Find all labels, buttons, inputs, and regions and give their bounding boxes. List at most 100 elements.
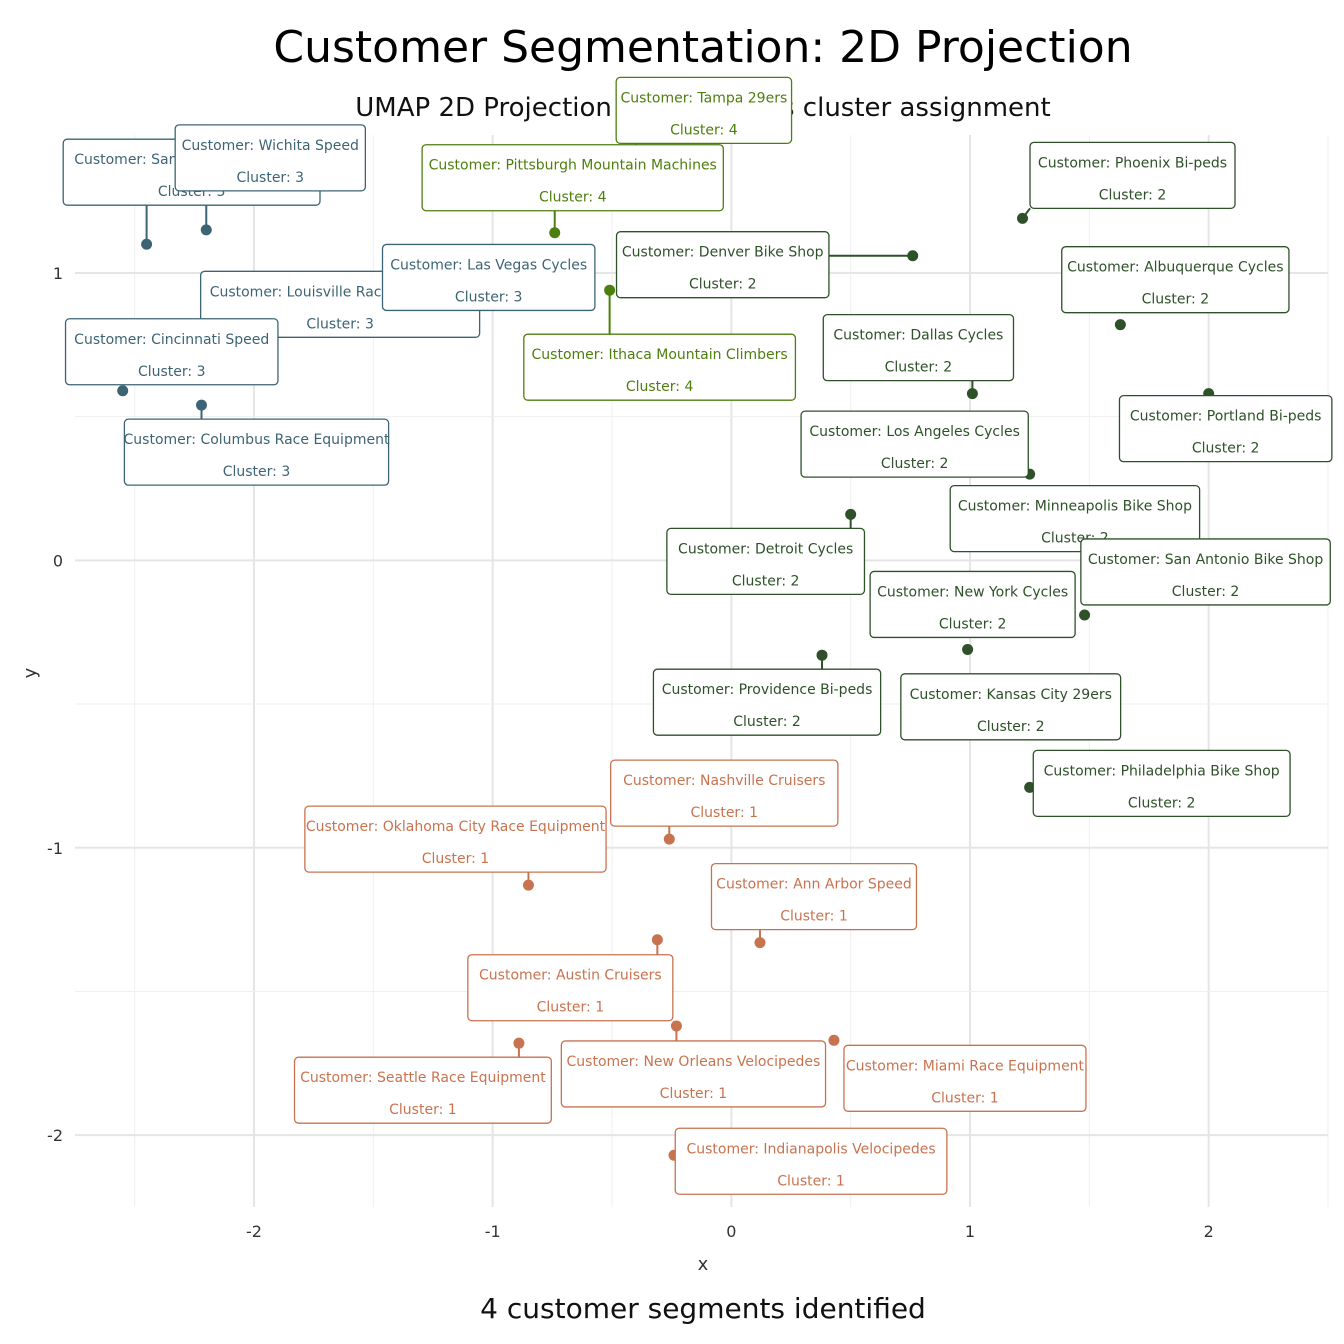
label-box bbox=[615, 231, 830, 299]
label-cluster-text: Cluster: 1 bbox=[389, 1102, 457, 1118]
label-cluster-text: Cluster: 1 bbox=[422, 851, 490, 867]
label-box bbox=[843, 1044, 1087, 1112]
label-customer-text: Customer: Albuquerque Cycles bbox=[1067, 260, 1283, 276]
scatter-point bbox=[663, 833, 675, 845]
x-tick-label: 1 bbox=[965, 1222, 975, 1241]
label-cluster-text: Cluster: 3 bbox=[223, 464, 291, 480]
label-customer-text: Customer: New York Cycles bbox=[877, 584, 1068, 600]
scatter-point bbox=[1017, 212, 1029, 224]
label-cluster-text: Cluster: 2 bbox=[1172, 584, 1240, 600]
label-box bbox=[674, 1127, 948, 1195]
label-box bbox=[1029, 141, 1236, 209]
point-label: Customer: Oklahoma City Race Equipment Cl… bbox=[304, 805, 607, 873]
label-customer-text: Customer: Denver Bike Shop bbox=[622, 245, 824, 261]
point-label: Customer: Tampa 29ers Cluster: 4 bbox=[615, 76, 793, 145]
label-cluster-text: Cluster: 3 bbox=[306, 316, 374, 332]
y-axis-label: y bbox=[20, 667, 41, 678]
label-box bbox=[421, 144, 724, 212]
scatter-point bbox=[845, 508, 857, 520]
label-box bbox=[1032, 749, 1291, 818]
label-cluster-text: Cluster: 4 bbox=[670, 122, 738, 138]
y-tick-label: -2 bbox=[47, 1126, 63, 1145]
point-label: Customer: Austin Cruisers Cluster: 1 bbox=[467, 954, 674, 1022]
point-label: Customer: Providence Bi-peds Cluster: 2 bbox=[652, 668, 882, 736]
label-customer-text: Customer: Providence Bi-peds bbox=[662, 682, 873, 698]
label-cluster-text: Cluster: 2 bbox=[1192, 441, 1260, 457]
label-cluster-text: Cluster: 2 bbox=[885, 360, 953, 376]
point-label: Customer: Las Vegas Cycles Cluster: 3 bbox=[381, 243, 596, 312]
label-box bbox=[381, 243, 596, 312]
label-box bbox=[1118, 395, 1333, 463]
scatter-point bbox=[195, 399, 207, 411]
label-customer-text: Customer: New Orleans Velocipedes bbox=[567, 1054, 821, 1070]
label-customer-text: Customer: Dallas Cycles bbox=[833, 328, 1003, 344]
point-label: Customer: Wichita Speed Cluster: 3 bbox=[174, 124, 367, 192]
point-label: Customer: Minneapolis Bike ShopCluster: … bbox=[949, 484, 1201, 553]
label-box bbox=[523, 333, 797, 401]
point-label: Customer: Nashville Cruisers Cluster: 1 bbox=[610, 759, 839, 827]
label-box bbox=[64, 318, 279, 386]
label-cluster-text: Cluster: 2 bbox=[1128, 795, 1196, 811]
label-cluster-text: Cluster: 1 bbox=[777, 1173, 845, 1189]
label-customer-text: Customer: Las Vegas Cycles bbox=[390, 257, 587, 273]
point-label: Customer: Los Angeles Cycles Cluster: 2 bbox=[800, 410, 1029, 478]
label-customer-text: Customer: Indianapolis Velocipedes bbox=[686, 1141, 935, 1157]
label-cluster-text: Cluster: 2 bbox=[1142, 292, 1210, 308]
point-label: Customer: Philadelphia Bike Shop Cluster:… bbox=[1032, 749, 1291, 818]
label-customer-text: Customer: Kansas City 29ers bbox=[910, 687, 1112, 703]
label-cluster-text: Cluster: 1 bbox=[660, 1086, 728, 1102]
x-axis-label: x bbox=[698, 1254, 709, 1275]
scatter-point bbox=[651, 934, 663, 946]
x-tick-label: 0 bbox=[726, 1222, 736, 1241]
label-box bbox=[869, 570, 1076, 639]
label-box bbox=[560, 1040, 827, 1108]
label-customer-text: Customer: Los Angeles Cycles bbox=[809, 424, 1020, 440]
label-cluster-text: Cluster: 1 bbox=[931, 1090, 999, 1106]
scatter-point bbox=[670, 1020, 682, 1032]
scatter-point bbox=[828, 1034, 840, 1046]
scatter-point bbox=[1079, 609, 1091, 621]
label-box bbox=[1061, 246, 1290, 314]
scatter-point bbox=[966, 388, 978, 400]
scatter-point bbox=[1024, 781, 1036, 793]
chart-title: Customer Segmentation: 2D Projection bbox=[273, 22, 1132, 73]
point-label: Customer: San Antonio Bike Shop Cluster: … bbox=[1080, 538, 1331, 606]
scatter-point bbox=[549, 227, 561, 239]
label-cluster-text: Cluster: 1 bbox=[691, 805, 759, 821]
label-customer-text: Customer: Wichita Speed bbox=[182, 138, 359, 154]
label-box bbox=[615, 76, 793, 145]
scatter-point bbox=[141, 238, 153, 250]
label-box bbox=[900, 673, 1122, 741]
label-box bbox=[467, 954, 674, 1022]
label-box bbox=[293, 1056, 552, 1124]
point-label: Customer: Columbus Race Equipment Cluster… bbox=[123, 418, 390, 486]
label-customer-text: Customer: Columbus Race Equipment bbox=[124, 432, 390, 448]
label-box bbox=[1080, 538, 1331, 606]
label-cluster-text: Cluster: 2 bbox=[689, 277, 757, 293]
point-label: Customer: Ann Arbor Speed Cluster: 1 bbox=[710, 862, 918, 931]
label-customer-text: Customer: Portland Bi-peds bbox=[1130, 409, 1322, 425]
label-customer-text: Customer: Oklahoma City Race Equipment bbox=[306, 819, 606, 835]
label-box bbox=[822, 314, 1015, 382]
leader-lines bbox=[145, 143, 1031, 1058]
point-label: Customer: Detroit Cycles Cluster: 2 bbox=[666, 527, 866, 596]
label-customer-text: Customer: Tampa 29ers bbox=[620, 90, 787, 106]
label-cluster-text: Cluster: 2 bbox=[939, 616, 1007, 632]
label-cluster-text: Cluster: 3 bbox=[455, 289, 523, 305]
point-label: Customer: New York Cycles Cluster: 2 bbox=[869, 570, 1076, 639]
y-tick-label: -1 bbox=[47, 839, 63, 858]
label-cluster-text: Cluster: 2 bbox=[1099, 187, 1167, 203]
label-cluster-text: Cluster: 3 bbox=[237, 170, 305, 186]
label-box bbox=[174, 124, 367, 192]
point-label: Customer: Seattle Race Equipment Cluster:… bbox=[293, 1056, 552, 1124]
point-label: Customer: Cincinnati Speed Cluster: 3 bbox=[64, 318, 279, 386]
point-label: Customer: New Orleans Velocipedes Cluster… bbox=[560, 1040, 827, 1108]
x-tick-label: 2 bbox=[1204, 1222, 1214, 1241]
point-label: Customer: Kansas City 29ers Cluster: 2 bbox=[900, 673, 1122, 741]
label-box bbox=[949, 484, 1201, 553]
scatter-point bbox=[604, 284, 616, 296]
label-cluster-text: Cluster: 1 bbox=[537, 1000, 605, 1016]
label-cluster-text: Cluster: 2 bbox=[733, 714, 801, 730]
label-customer-text: Customer: Pittsburgh Mountain Machines bbox=[429, 158, 717, 174]
label-box bbox=[123, 418, 390, 486]
